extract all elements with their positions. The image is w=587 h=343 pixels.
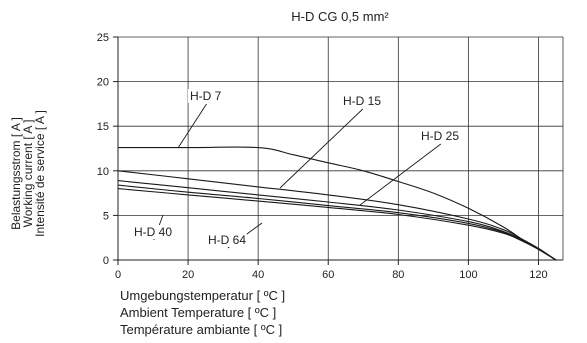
leader-h-d-25 (359, 143, 442, 206)
x-tick-label: 20 (182, 269, 194, 281)
chart-title: H-D CG 0,5 mm² (291, 9, 389, 24)
y-tick-label: 25 (97, 32, 109, 44)
x-tick-label: 80 (392, 269, 404, 281)
y-tick-label: 10 (97, 166, 109, 178)
y-tick-label: 0 (103, 255, 109, 267)
label-bg-h-d-64 (206, 233, 247, 247)
label-h-d-15: H-D 15 (343, 94, 381, 108)
annotations: H-D 7 H-D 15 H-D 25 H-D 40 H-D 64 (132, 89, 460, 249)
y-axis-label-line: Belastungsstrom [ A ] (9, 117, 23, 230)
label-bg-h-d-7 (188, 89, 222, 103)
y-tick-label: 20 (97, 77, 109, 89)
x-tick-label: 40 (252, 269, 264, 281)
x-tick-label: 60 (322, 269, 334, 281)
y-tick-label: 5 (103, 210, 109, 222)
x-tick-label: 120 (529, 269, 547, 281)
x-axis-label-line: Ambient Temperature [ ºC ] (120, 305, 276, 320)
grid (118, 36, 564, 260)
x-axis-label: Umgebungstemperatur [ ºC ] Ambient Temper… (120, 288, 285, 337)
series-line-h-d-15 (117, 170, 557, 261)
y-axis-label-line: Working current [ A ] (21, 120, 35, 228)
leader-h-d-15 (279, 108, 364, 189)
y-axis-label: Belastungsstrom [ A ]Working current [ A… (9, 110, 47, 237)
x-tick-label: 0 (115, 269, 121, 281)
y-tick-label: 15 (97, 121, 109, 133)
leader-h-d-7 (177, 103, 207, 149)
label-h-d-64: H-D 64 (208, 233, 246, 247)
curves (117, 146, 557, 261)
y-axis-label-line: Intensité de service [ A ] (33, 110, 47, 237)
series-line-h-d-7 (118, 146, 557, 261)
x-tick-label: 100 (459, 269, 477, 281)
label-bg-h-d-15 (341, 94, 382, 108)
label-h-d-7: H-D 7 (190, 89, 222, 103)
x-axis-label-line: Température ambiante [ ºC ] (120, 322, 282, 337)
series-line-h-d-25 (117, 180, 557, 261)
label-h-d-40: H-D 40 (134, 225, 172, 239)
label-bg-h-d-40 (132, 225, 173, 239)
axes: 0 5 10 15 20 25 0 20 40 60 80 100 120 (97, 32, 563, 281)
label-bg-h-d-25 (419, 129, 460, 143)
x-axis-label-line: Umgebungstemperatur [ ºC ] (120, 288, 285, 303)
label-h-d-25: H-D 25 (421, 129, 459, 143)
series-line-h-d-64 (117, 188, 557, 261)
